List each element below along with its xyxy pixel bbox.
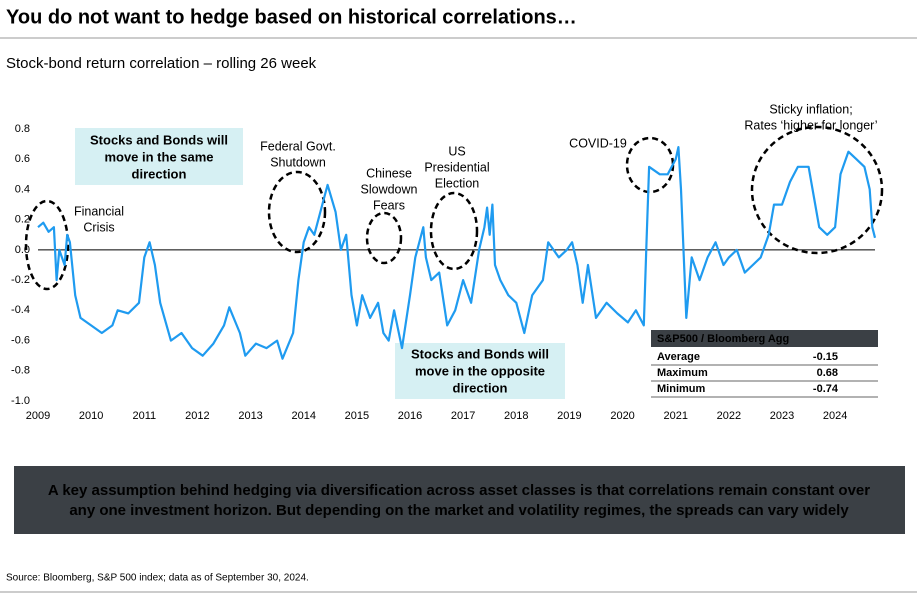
label: Fears	[373, 198, 405, 212]
x-tick-label: 2012	[185, 410, 209, 422]
x-tick-label: 2022	[717, 410, 741, 422]
table-cell: 0.68	[817, 367, 838, 379]
callout-text: any one investment horizon. But dependin…	[69, 502, 849, 519]
y-tick-label: -0.4	[11, 304, 30, 316]
x-tick-label: 2016	[398, 410, 422, 422]
x-tick-label: 2009	[26, 410, 50, 422]
label: Sticky inflation;	[769, 102, 852, 116]
label: Chinese	[366, 166, 412, 180]
label: Stocks and Bonds will	[411, 346, 549, 361]
table-cell: Maximum	[657, 367, 708, 379]
table-cell: Average	[657, 351, 700, 363]
label: Stocks and Bonds will	[90, 132, 228, 147]
y-tick-label: 0.6	[15, 153, 30, 165]
circle	[750, 125, 884, 255]
y-tick-label: -0.8	[11, 365, 30, 377]
x-tick-label: 2023	[770, 410, 794, 422]
y-tick-label: 0.8	[15, 123, 30, 135]
label: Slowdown	[361, 182, 418, 196]
x-tick-label: 2018	[504, 410, 528, 422]
label: Financial	[74, 204, 124, 218]
x-tick-label: 2011	[132, 410, 156, 422]
y-tick-label: 0.0	[15, 244, 30, 256]
label: COVID-19	[569, 136, 627, 150]
x-tick-label: 2010	[79, 410, 103, 422]
table-header-text: S&P500 / Bloomberg Agg	[657, 333, 789, 345]
x-tick-label: 2021	[663, 410, 687, 422]
y-tick-label: 0.2	[15, 214, 30, 226]
label: Shutdown	[270, 155, 326, 169]
x-tick-label: 2024	[823, 410, 847, 422]
x-tick-label: 2015	[345, 410, 369, 422]
table-cell: Minimum	[657, 383, 705, 395]
label: Federal Govt.	[260, 139, 336, 153]
label: US	[448, 144, 465, 158]
label: Crisis	[83, 220, 114, 234]
table-cell: -0.74	[813, 383, 839, 395]
note-box	[75, 128, 243, 185]
callout-box	[14, 466, 905, 534]
table-header	[651, 330, 878, 347]
title: You do not want to hedge based on histor…	[6, 6, 577, 28]
y-tick-label: -1.0	[11, 395, 30, 407]
source: Source: Bloomberg, S&P 500 index; data a…	[6, 573, 309, 584]
circle	[365, 211, 403, 265]
x-tick-label: 2020	[610, 410, 634, 422]
label: move in the opposite	[415, 363, 545, 378]
x-tick-label: 2014	[291, 410, 315, 422]
circle	[24, 199, 70, 291]
y-tick-label: 0.4	[15, 183, 30, 195]
x-tick-label: 2019	[557, 410, 581, 422]
table-cell: -0.15	[813, 351, 838, 363]
subtitle: Stock-bond return correlation – rolling …	[6, 55, 317, 72]
label: Election	[435, 176, 480, 190]
y-tick-label: -0.6	[11, 334, 30, 346]
x-tick-label: 2013	[238, 410, 262, 422]
label: direction	[132, 166, 187, 181]
circle	[267, 170, 327, 254]
circle	[429, 191, 479, 271]
label: Presidential	[424, 160, 489, 174]
callout-text: A key assumption behind hedging via dive…	[48, 482, 870, 499]
label: Rates ‘higher for longer’	[744, 118, 877, 132]
note-box	[395, 343, 565, 399]
y-tick-label: -0.2	[11, 274, 30, 286]
label: move in the same	[104, 149, 213, 164]
circle	[625, 136, 675, 194]
label: direction	[453, 380, 508, 395]
x-tick-label: 2017	[451, 410, 475, 422]
series-line	[37, 146, 877, 360]
